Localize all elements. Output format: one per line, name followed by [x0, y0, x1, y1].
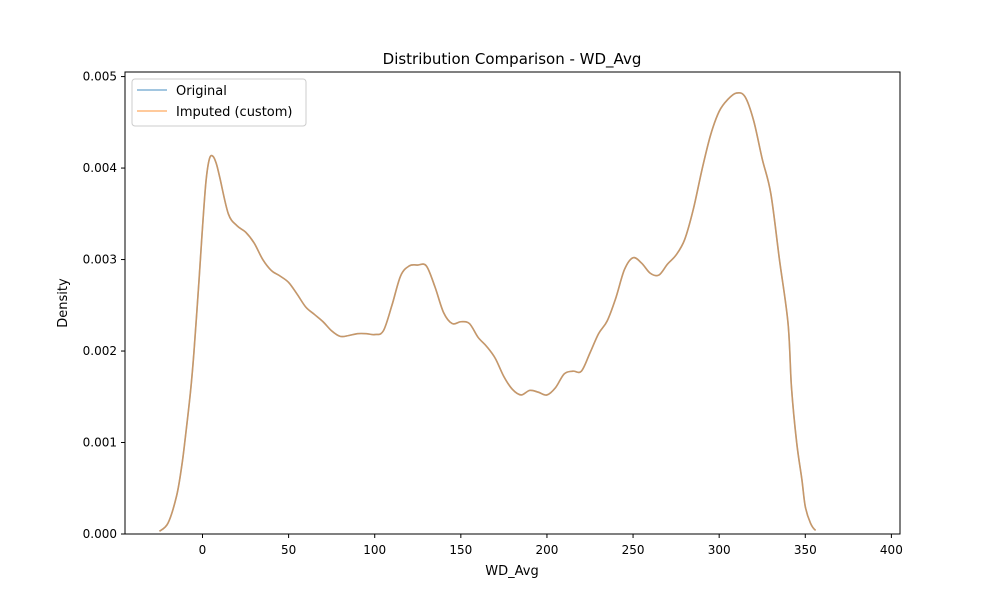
legend-box: [131, 78, 307, 127]
x-tick-label: 300: [708, 543, 731, 557]
x-tick-label: 150: [449, 543, 472, 557]
y-tick-label: 0.001: [83, 436, 117, 450]
y-axis-ticks: 0.000 0.001 0.002 0.003 0.004 0.005: [83, 70, 125, 541]
x-tick-label: 50: [281, 543, 296, 557]
x-axis-ticks: 0 50 100 150 200 250 300 350 400: [199, 534, 903, 557]
legend: Original Imputed (custom): [131, 78, 307, 127]
legend-label-original: Original: [176, 84, 227, 99]
y-tick-label: 0.005: [83, 70, 117, 84]
y-axis-label: Density: [56, 278, 71, 328]
x-tick-label: 0: [199, 543, 207, 557]
y-tick-label: 0.004: [83, 161, 117, 175]
x-tick-label: 200: [535, 543, 558, 557]
x-axis-label: WD_Avg: [485, 564, 538, 579]
y-tick-label: 0.003: [83, 253, 117, 267]
y-tick-label: 0.002: [83, 344, 117, 358]
chart-title: Distribution Comparison - WD_Avg: [383, 50, 642, 69]
series-line-imputed: [158, 91, 817, 532]
plot-area-frame: [124, 71, 901, 535]
series-layer: [158, 91, 817, 532]
legend-label-imputed: Imputed (custom): [176, 105, 293, 120]
x-tick-label: 100: [363, 543, 386, 557]
y-tick-label: 0.000: [83, 527, 117, 541]
x-tick-label: 400: [880, 543, 903, 557]
x-tick-label: 250: [622, 543, 645, 557]
x-tick-label: 350: [794, 543, 817, 557]
